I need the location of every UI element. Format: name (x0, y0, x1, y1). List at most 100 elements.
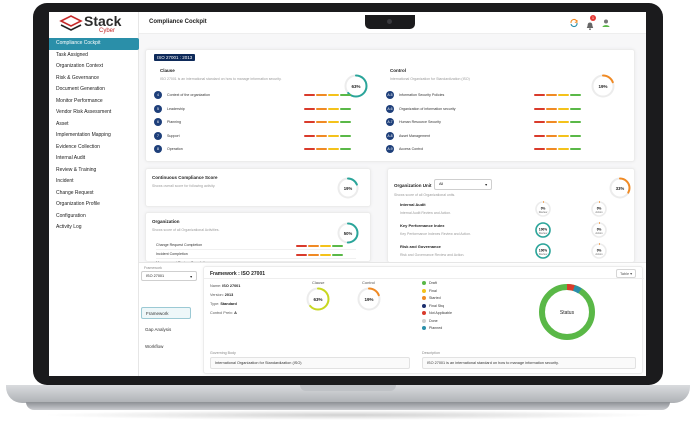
org-unit-section-subtitle: Internal Audit Review and Action. (400, 211, 452, 215)
org-unit-section-subtitle: Risk and Governance Review and Action. (400, 253, 465, 257)
organization-subtitle: Shows score of all Organizational Activi… (152, 228, 220, 232)
org-unit-score-text: 33% (616, 186, 625, 191)
mini-score-gauge: 0%Action (591, 243, 607, 259)
fw-clause-gauge: 63% (306, 287, 330, 311)
row-number-badge: A.7 (386, 118, 394, 126)
framework-heading: Framework : ISO 27001 (210, 271, 266, 277)
control-score-text: 19% (598, 84, 607, 89)
framework-row[interactable]: 4 Context of the organization (154, 90, 364, 102)
sidebar: Stack Cyber Compliance Cockpit Task Assig… (49, 12, 139, 376)
sidebar-item[interactable]: Evidence Collection (56, 143, 100, 150)
legend-item: Draft (422, 280, 437, 287)
sidebar-item[interactable]: Configuration (56, 212, 86, 219)
progress-segment (328, 148, 339, 150)
framework-subnav-item[interactable]: Workflow (145, 344, 164, 349)
framework-row[interactable]: A.5 Information Security Policies (386, 90, 596, 102)
continuous-compliance-card: Continuous Compliance Score Shows overal… (145, 168, 371, 207)
view-toggle-select[interactable]: Table ▾ (616, 269, 637, 278)
sidebar-menu: Compliance Cockpit Task Assigned Organizat… (49, 38, 139, 234)
row-number-badge: 8 (154, 145, 162, 153)
user-avatar-icon[interactable] (601, 18, 611, 28)
progress-segment (304, 107, 315, 110)
mini-gauge-value: 0% (541, 207, 546, 211)
organization-row[interactable]: Incident Completion (156, 250, 356, 259)
progress-segment (320, 254, 331, 256)
progress-segment (570, 94, 581, 96)
row-number-badge: A.8 (386, 131, 394, 140)
sidebar-item[interactable]: Activity Log (56, 224, 82, 230)
bell-icon (586, 22, 594, 31)
progress-segment (308, 245, 319, 247)
sidebar-item[interactable]: Risk & Governance (56, 74, 100, 81)
framework-row[interactable]: 7 Support (154, 131, 364, 143)
sidebar-item[interactable]: Compliance Cockpit (49, 38, 139, 50)
legend-item: Started (422, 295, 441, 302)
progress-segment (546, 107, 557, 110)
divider (204, 278, 644, 279)
framework-row[interactable]: A.9 Access Control (386, 144, 596, 156)
framework-subnav-item[interactable]: Framework (141, 307, 191, 319)
framework-row[interactable]: 8 Operation (154, 144, 364, 156)
framework-detail: Name: ISO 27001 (210, 284, 240, 288)
laptop-opening-lip (300, 385, 396, 391)
row-number-badge: 5 (154, 104, 162, 113)
framework-row[interactable]: A.7 Human Resource Security (386, 117, 596, 129)
framework-row[interactable]: A.8 Asset Management (386, 131, 596, 143)
framework-detail-value: 2013 (224, 293, 234, 297)
brand-logo[interactable]: Stack Cyber (59, 13, 139, 35)
laptop-shadow (40, 410, 656, 420)
gauge-fill (535, 201, 551, 217)
sidebar-item[interactable]: Change Request (56, 189, 94, 196)
sidebar-item[interactable]: Vendor Risk Assessment (56, 109, 112, 115)
governing-body-label: Governing Body (210, 351, 236, 355)
mini-gauge-caption: Action (595, 231, 603, 235)
sidebar-item[interactable]: Organization Profile (56, 201, 100, 207)
progress-segment (328, 94, 339, 96)
legend-swatch (422, 318, 426, 323)
continuous-score-gauge: 19% (337, 177, 359, 199)
sidebar-item[interactable]: Monitor Performance (56, 97, 103, 104)
progress-segment (570, 107, 581, 110)
row-progress-bars (296, 254, 343, 256)
sidebar-item[interactable]: Incident (56, 178, 74, 184)
view-toggle-value: Table (620, 272, 630, 276)
organization-row-label: Incident Completion (156, 252, 188, 256)
org-unit-section-subtitle: Key Performance Indexes Review and Actio… (400, 232, 472, 236)
org-unit-label: Organization Unit (394, 183, 432, 188)
framework-row[interactable]: 5 Leadership (154, 104, 364, 116)
clause-subtitle: ISO 27001 is an international standard o… (160, 77, 282, 81)
row-label: Context of the organization (167, 93, 210, 97)
row-number-badge: 7 (154, 131, 162, 140)
mini-gauge-caption: Action (595, 210, 603, 214)
gauge-fill (535, 222, 551, 238)
sidebar-item[interactable]: Organization Context (56, 63, 103, 69)
sidebar-item[interactable]: Document Generation (56, 86, 105, 92)
sidebar-item[interactable]: Asset (56, 120, 69, 127)
sidebar-item[interactable]: Implementation Mapping (56, 132, 111, 138)
notification-button[interactable]: 1 (585, 15, 596, 31)
sidebar-item[interactable]: Review & Training (56, 166, 97, 173)
organization-card: Organization Shows score of all Organiza… (145, 212, 371, 268)
row-progress-bars (296, 245, 343, 247)
row-label: Asset Management (399, 133, 430, 138)
framework-row[interactable]: A.6 Organization of information security (386, 104, 596, 116)
row-label: Access Control (399, 147, 424, 151)
governing-body-field: International Organization for Standardi… (210, 357, 410, 369)
legend-label: Done (429, 318, 438, 323)
framework-detail-value: ISO 27001 (222, 284, 241, 288)
framework-select[interactable]: ISO 27001 ▾ (141, 271, 197, 281)
framework-detail: Control Preix: A (210, 311, 237, 315)
legend-item: Final (422, 288, 437, 295)
fw-control-score: 19% (364, 297, 373, 302)
progress-segment (304, 148, 315, 150)
refresh-icon[interactable] (569, 18, 579, 28)
framework-subnav-item[interactable]: Gap Analysis (145, 327, 172, 332)
row-number-badge: 6 (154, 118, 162, 126)
brand-sub: Cyber (99, 28, 116, 34)
framework-row[interactable]: 6 Planning (154, 117, 364, 129)
sidebar-item[interactable]: Task Assigned (56, 51, 88, 58)
progress-segment (570, 134, 581, 137)
organization-row[interactable]: Change Request Completion (156, 241, 356, 250)
org-unit-select[interactable]: All ▾ (434, 179, 492, 190)
sidebar-item[interactable]: Internal Audit (56, 155, 86, 161)
